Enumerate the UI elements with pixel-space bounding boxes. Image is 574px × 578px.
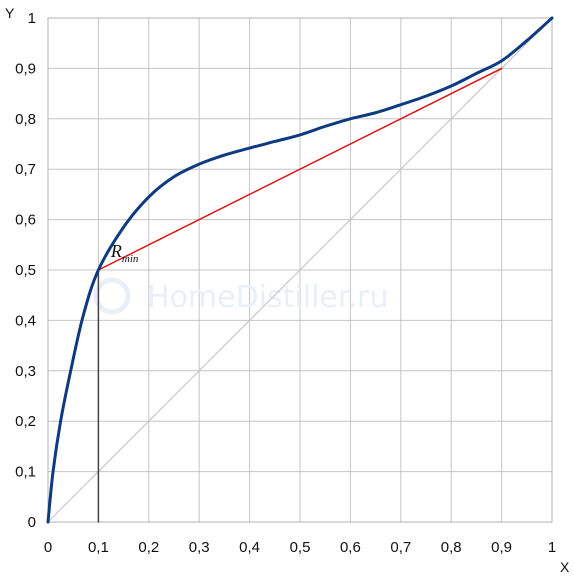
x-tick-label: 1 xyxy=(548,539,556,556)
x-tick-label: 0,3 xyxy=(189,539,210,556)
y-axis-label: Y xyxy=(5,5,15,21)
x-tick-label: 0 xyxy=(44,539,52,556)
x-tick-label: 0,4 xyxy=(239,539,260,556)
operating-line-rmin xyxy=(97,67,503,271)
equilibrium-curve xyxy=(46,16,554,524)
x-axis-label: X xyxy=(560,559,570,575)
x-tick-label: 0,1 xyxy=(88,539,109,556)
rmin-annotation: Rmin xyxy=(110,241,139,265)
diagonal-line xyxy=(47,17,553,523)
x-tick-labels: 0 0,1 0,2 0,3 0,4 0,5 0,6 0,7 0,8 0,9 1 xyxy=(44,539,556,556)
y-tick-label: 1 xyxy=(28,10,36,27)
y-tick-label: 0,6 xyxy=(15,212,36,229)
watermark: HomeDistiller.ru xyxy=(93,277,388,315)
x-tick-label: 0,6 xyxy=(340,539,361,556)
y-tick-label: 0,5 xyxy=(15,262,36,279)
x-tick-label: 0,2 xyxy=(138,539,159,556)
x-tick-label: 0,8 xyxy=(441,539,462,556)
y-tick-label: 0,9 xyxy=(15,60,36,77)
y-tick-label: 0,3 xyxy=(15,363,36,380)
x-tick-label: 0,5 xyxy=(290,539,311,556)
y-tick-label: 0,2 xyxy=(15,413,36,430)
watermark-text: HomeDistiller.ru xyxy=(147,280,388,315)
x-tick-label: 0,7 xyxy=(390,539,411,556)
y-tick-label: 0,8 xyxy=(15,111,36,128)
y-tick-label: 0 xyxy=(28,514,36,531)
plot-frame xyxy=(47,17,553,523)
y-tick-labels: 0 0,1 0,2 0,3 0,4 0,5 0,6 0,7 0,8 0,9 1 xyxy=(15,10,36,531)
y-tick-label: 0,4 xyxy=(15,312,36,329)
x-tick-label: 0,9 xyxy=(491,539,512,556)
y-tick-label: 0,1 xyxy=(15,464,36,481)
series-layer xyxy=(46,16,554,524)
grid xyxy=(47,17,553,523)
y-tick-label: 0,7 xyxy=(15,161,36,178)
